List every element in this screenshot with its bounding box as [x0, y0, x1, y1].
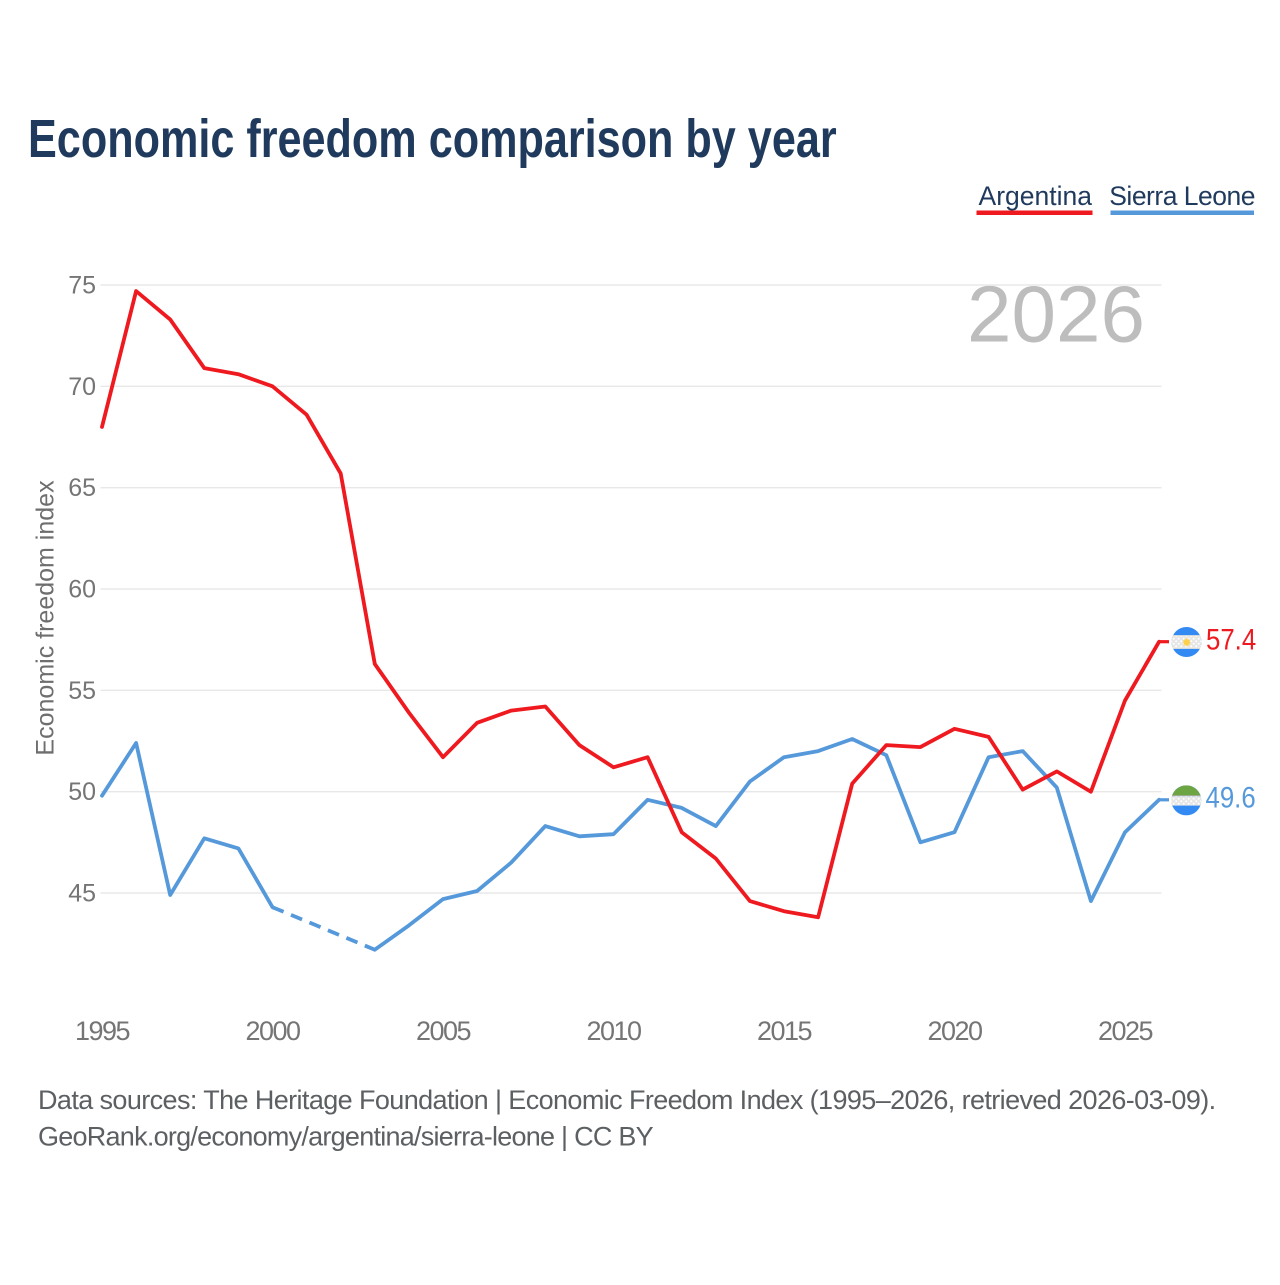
svg-text:2026: 2026 [967, 270, 1145, 359]
svg-text:2020: 2020 [927, 1016, 982, 1046]
svg-text:70: 70 [68, 373, 96, 401]
svg-text:2025: 2025 [1098, 1016, 1153, 1046]
svg-text:50: 50 [68, 778, 96, 806]
svg-text:2000: 2000 [245, 1016, 300, 1046]
svg-text:75: 75 [68, 272, 96, 300]
svg-text:60: 60 [68, 576, 96, 604]
svg-text:2010: 2010 [586, 1016, 641, 1046]
svg-text:Sierra Leone: Sierra Leone [1109, 181, 1255, 211]
svg-text:Economic freedom comparison by: Economic freedom comparison by year [28, 110, 837, 170]
svg-text:GeoRank.org/economy/argentina/: GeoRank.org/economy/argentina/sierra-leo… [38, 1122, 654, 1152]
svg-text:2015: 2015 [757, 1016, 812, 1046]
svg-text:Argentina: Argentina [979, 181, 1093, 211]
svg-text:2005: 2005 [416, 1016, 471, 1046]
svg-text:57.4: 57.4 [1206, 623, 1256, 656]
svg-text:Economic freedom index: Economic freedom index [32, 480, 60, 756]
svg-text:65: 65 [68, 474, 96, 502]
svg-text:Data sources: The Heritage Fou: Data sources: The Heritage Foundation | … [38, 1085, 1216, 1115]
svg-text:49.6: 49.6 [1206, 781, 1256, 814]
svg-text:55: 55 [68, 677, 96, 705]
svg-text:45: 45 [68, 880, 96, 908]
svg-text:1995: 1995 [75, 1016, 130, 1046]
